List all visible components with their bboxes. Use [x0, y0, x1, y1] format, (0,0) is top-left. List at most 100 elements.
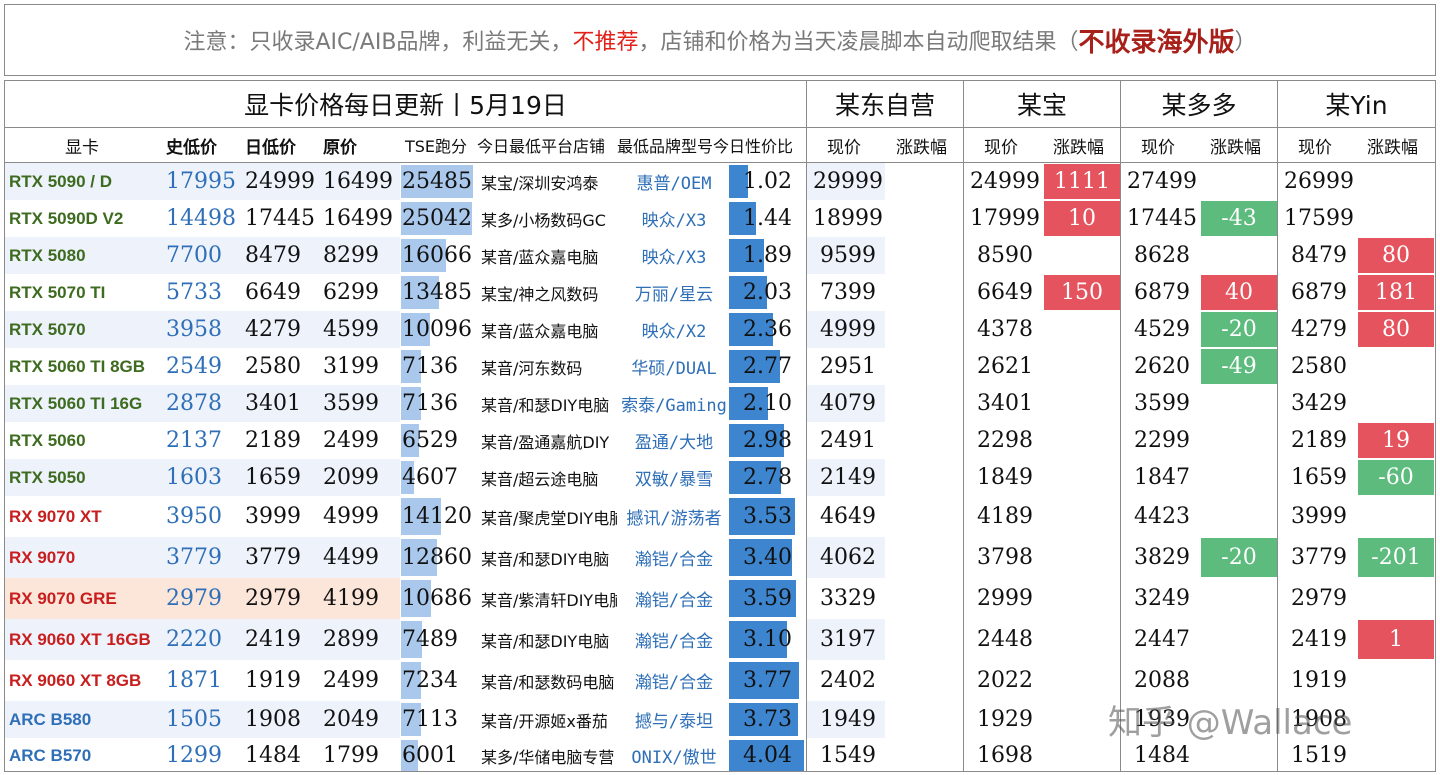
- table-row: RTX 5090 / D 17995 24999 16499 25485 某宝/深圳安鸿泰…: [5, 163, 1435, 200]
- dy-current-price: 3999: [1291, 504, 1347, 529]
- divider-main: [806, 81, 807, 771]
- dy-change-badge: -60: [1358, 460, 1434, 495]
- tb-current-price: 4189: [977, 504, 1033, 529]
- historical-low-price: 1603: [166, 465, 222, 490]
- tse-score: 16066: [402, 243, 472, 268]
- pdd-current-price: 17445: [1127, 206, 1197, 231]
- historical-low-price: 1505: [166, 707, 222, 732]
- tse-bar: [401, 276, 439, 309]
- table-row: RTX 5060 TI 8GB 2549 2580 3199 7136 某音/河东数码 华硕…: [5, 348, 1435, 385]
- gpu-model: RX 9070: [9, 547, 76, 567]
- column-headers: 显卡 史低价 日低价 原价 TSE跑分 今日最低平台店铺 最低品牌型号 今日性价…: [5, 127, 1435, 163]
- row-stripe: [5, 237, 400, 274]
- lowest-brand: 瀚铠/合金: [634, 550, 714, 570]
- daily-low-price: 3401: [245, 391, 301, 416]
- gpu-model: RTX 5070: [9, 319, 86, 339]
- value-bar: [729, 165, 748, 198]
- tb-current-price: 2621: [977, 354, 1033, 379]
- dy-current-price: 1919: [1291, 668, 1347, 693]
- tse-score: 7234: [402, 668, 458, 693]
- lowest-brand: 索泰/Gaming: [621, 396, 727, 416]
- lowest-shop: 某音/蓝众嘉电脑: [481, 247, 599, 267]
- header-msrp: 原价: [323, 137, 357, 158]
- pdd-change-badge: -43: [1201, 201, 1277, 236]
- dy-current-price: 3779: [1291, 545, 1347, 570]
- lowest-shop: 某音/紫清轩DIY电脑: [481, 590, 617, 610]
- tb-current-price: 1698: [977, 743, 1033, 768]
- gpu-model: RX 9070 XT: [9, 506, 102, 526]
- value-bar: [729, 461, 781, 494]
- tse-bar: [401, 350, 421, 383]
- dy-current-price: 26999: [1284, 169, 1354, 194]
- table-row: RTX 5070 TI 5733 6649 6299 13485 某宝/神之风数码 万丽/星…: [5, 274, 1435, 311]
- notice-text-3: ）: [1234, 30, 1257, 55]
- daily-low-price: 1919: [245, 668, 301, 693]
- tse-score: 25485: [402, 169, 472, 194]
- pdd-current-price: 3599: [1134, 391, 1190, 416]
- pdd-change-badge: -20: [1201, 538, 1277, 577]
- historical-low-price: 5733: [166, 280, 222, 305]
- value-bar: [729, 387, 768, 420]
- table-row: RX 9070 GRE 2979 2979 4199 10686 某音/紫清轩DIY电脑瀚…: [5, 578, 1435, 619]
- jd-current-price: 1949: [820, 707, 876, 732]
- pdd-change-badge: -20: [1201, 312, 1277, 347]
- msrp-price: 4999: [323, 504, 379, 529]
- value-ratio: 1.89: [743, 243, 792, 268]
- gpu-model: RTX 5060: [9, 430, 86, 450]
- jd-current-price: 7399: [820, 280, 876, 305]
- pdd-current-price: 3249: [1134, 586, 1190, 611]
- jd-current-price: 4079: [820, 391, 876, 416]
- platform-douyin: 某Yin: [1325, 91, 1388, 120]
- value-ratio: 2.36: [743, 317, 792, 342]
- tse-score: 10686: [402, 586, 472, 611]
- daily-low-price: 2979: [245, 586, 301, 611]
- header-brand: 最低品牌型号: [617, 137, 714, 156]
- dy-current-price: 8479: [1291, 243, 1347, 268]
- row-stripe-right: [807, 537, 885, 578]
- value-ratio: 3.59: [743, 586, 792, 611]
- msrp-price: 2499: [323, 668, 379, 693]
- msrp-price: 3199: [323, 354, 379, 379]
- tb-current-price: 3798: [977, 545, 1033, 570]
- tb-current-price: 2999: [977, 586, 1033, 611]
- msrp-price: 4499: [323, 545, 379, 570]
- lowest-shop: 某音/和瑟DIY电脑: [481, 631, 610, 651]
- dy-change-badge: 1: [1358, 620, 1434, 659]
- row-stripe-right: [807, 701, 885, 738]
- tse-score: 25042: [402, 206, 472, 231]
- table-row: RX 9070 XT 3950 3999 4999 14120 某音/聚虎堂DIY电脑 撼讯…: [5, 496, 1435, 537]
- header-jd-cur: 现价: [827, 137, 861, 158]
- jd-current-price: 4649: [820, 504, 876, 529]
- daily-low-price: 1659: [245, 465, 301, 490]
- header-dy-chg: 涨跌幅: [1367, 137, 1418, 158]
- historical-low-price: 1871: [166, 668, 222, 693]
- pdd-current-price: 1484: [1134, 743, 1190, 768]
- tb-current-price: 1929: [977, 707, 1033, 732]
- divider-tb: [1120, 81, 1121, 771]
- daily-low-price: 2419: [245, 627, 301, 652]
- lowest-brand: 映众/X2: [641, 322, 707, 342]
- tse-bar: [401, 165, 473, 198]
- msrp-price: 16499: [323, 169, 393, 194]
- platform-jd: 某东自营: [807, 81, 964, 127]
- dy-current-price: 2189: [1291, 428, 1347, 453]
- notice-banner: 注意：只收录AIC/AIB品牌，利益无关， 不推荐 ，店铺和价格为当天凌晨脚本自…: [4, 4, 1436, 76]
- row-stripe: [5, 619, 400, 660]
- msrp-price: 4199: [323, 586, 379, 611]
- tse-score: 6529: [402, 428, 458, 453]
- gpu-model: ARC B570: [9, 745, 92, 765]
- value-bar: [729, 202, 756, 235]
- value-ratio: 3.53: [743, 504, 792, 529]
- notice-not-recommended: 不推荐: [572, 30, 639, 55]
- jd-current-price: 18999: [813, 206, 883, 231]
- dy-current-price: 2580: [1291, 354, 1347, 379]
- lowest-shop: 某音/河东数码: [481, 358, 583, 378]
- row-stripe-right: [807, 237, 885, 274]
- row-stripe: [5, 311, 400, 348]
- tb-current-price: 3401: [977, 391, 1033, 416]
- gpu-model: RTX 5070 TI: [9, 282, 106, 302]
- header-shop: 今日最低平台店铺: [477, 137, 606, 156]
- value-ratio: 2.78: [743, 465, 792, 490]
- value-bar: [729, 703, 798, 736]
- notice-text: 注意：只收录AIC/AIB品牌，利益无关，: [183, 30, 573, 55]
